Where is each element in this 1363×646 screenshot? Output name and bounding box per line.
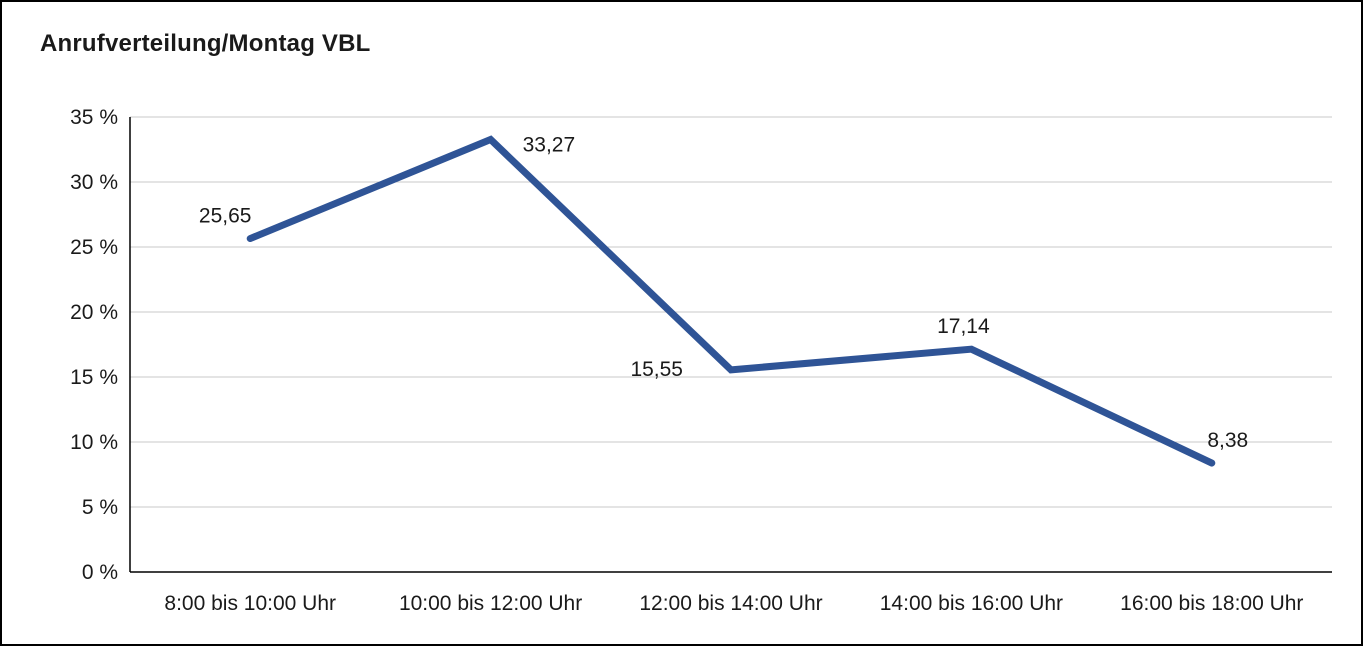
data-label: 33,27 bbox=[523, 133, 576, 156]
y-tick-label: 25 % bbox=[70, 236, 118, 259]
y-tick-label: 5 % bbox=[82, 496, 118, 519]
y-tick-label: 35 % bbox=[70, 106, 118, 129]
data-label: 25,65 bbox=[199, 205, 252, 228]
data-label: 8,38 bbox=[1207, 429, 1248, 452]
x-tick-label: 10:00 bis 12:00 Uhr bbox=[399, 592, 582, 615]
chart-title: Anrufverteilung/Montag VBL bbox=[40, 30, 371, 57]
data-label: 15,55 bbox=[630, 358, 683, 381]
y-tick-label: 20 % bbox=[70, 301, 118, 324]
y-tick-label: 0 % bbox=[82, 561, 118, 584]
x-tick-label: 8:00 bis 10:00 Uhr bbox=[164, 592, 336, 615]
y-tick-label: 10 % bbox=[70, 431, 118, 454]
x-tick-label: 14:00 bis 16:00 Uhr bbox=[880, 592, 1063, 615]
data-label: 17,14 bbox=[937, 315, 990, 338]
series-line bbox=[246, 135, 1216, 467]
y-tick-label: 15 % bbox=[70, 366, 118, 389]
x-tick-label: 16:00 bis 18:00 Uhr bbox=[1120, 592, 1303, 615]
x-tick-label: 12:00 bis 14:00 Uhr bbox=[639, 592, 822, 615]
y-tick-label: 30 % bbox=[70, 171, 118, 194]
